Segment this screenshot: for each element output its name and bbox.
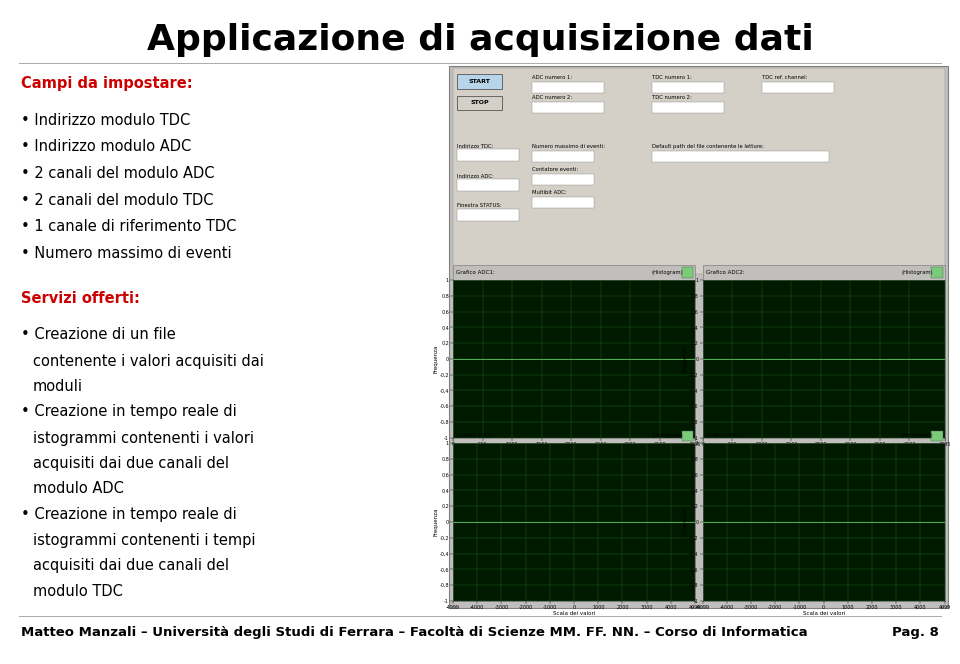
Text: • Creazione di un file: • Creazione di un file <box>21 327 176 343</box>
Text: Servizi offerti:: Servizi offerti: <box>21 291 140 306</box>
Text: • 1 canale di riferimento TDC: • 1 canale di riferimento TDC <box>21 219 236 234</box>
Text: • Numero massimo di eventi: • Numero massimo di eventi <box>21 246 231 261</box>
Text: • Creazione in tempo reale di: • Creazione in tempo reale di <box>21 404 237 420</box>
Text: Pag. 8: Pag. 8 <box>892 626 939 639</box>
Text: istogrammi contenenti i tempi: istogrammi contenenti i tempi <box>33 533 255 548</box>
Text: Grafico ADC1:: Grafico ADC1: <box>456 270 494 275</box>
Text: TDC ref. channel:: TDC ref. channel: <box>762 74 807 80</box>
Text: Grafico ADC2:: Grafico ADC2: <box>706 270 744 275</box>
Text: Matteo Manzali – Università degli Studi di Ferrara – Facoltà di Scienze MM. FF. : Matteo Manzali – Università degli Studi … <box>21 626 807 639</box>
Text: Contatore eventi:: Contatore eventi: <box>532 167 578 172</box>
Text: ADC numero 2:: ADC numero 2: <box>532 94 572 100</box>
Text: • Indirizzo modulo ADC: • Indirizzo modulo ADC <box>21 139 191 155</box>
Text: (Histogram): (Histogram) <box>901 434 933 438</box>
Text: TDC numero 2:: TDC numero 2: <box>652 94 691 100</box>
Text: Default path del file contenente le letture:: Default path del file contenente le lett… <box>652 143 764 149</box>
X-axis label: Scala dei valori: Scala dei valori <box>553 448 595 454</box>
Text: • Indirizzo modulo TDC: • Indirizzo modulo TDC <box>21 113 190 128</box>
X-axis label: Scala dei valori: Scala dei valori <box>553 612 595 616</box>
Y-axis label: Frequenza: Frequenza <box>433 345 438 373</box>
Text: • Creazione in tempo reale di: • Creazione in tempo reale di <box>21 507 237 522</box>
Y-axis label: Frequenza: Frequenza <box>433 508 438 537</box>
Text: • 2 canali del modulo ADC: • 2 canali del modulo ADC <box>21 166 215 181</box>
Text: Grafico TDC2:: Grafico TDC2: <box>706 434 744 438</box>
Text: Multibit ADC:: Multibit ADC: <box>532 190 566 195</box>
Text: moduli: moduli <box>33 379 83 394</box>
Text: ADC numero 1:: ADC numero 1: <box>532 74 572 80</box>
Text: acquisiti dai due canali del: acquisiti dai due canali del <box>33 558 228 574</box>
Y-axis label: Frequenza: Frequenza <box>683 345 687 373</box>
Text: TDC numero 1:: TDC numero 1: <box>652 74 691 80</box>
Text: modulo TDC: modulo TDC <box>33 584 123 599</box>
X-axis label: Scala dei valori: Scala dei valori <box>803 448 845 454</box>
Text: Indirizzo TDC:: Indirizzo TDC: <box>457 143 493 149</box>
Text: Indirizzo ADC:: Indirizzo ADC: <box>457 173 493 179</box>
Text: Campi da impostare:: Campi da impostare: <box>21 76 193 92</box>
Text: contenente i valori acquisiti dai: contenente i valori acquisiti dai <box>33 354 263 369</box>
Text: (Histogram): (Histogram) <box>652 434 684 438</box>
Text: modulo ADC: modulo ADC <box>33 481 124 497</box>
Text: • 2 canali del modulo TDC: • 2 canali del modulo TDC <box>21 193 214 208</box>
Text: acquisiti dai due canali del: acquisiti dai due canali del <box>33 456 228 471</box>
Y-axis label: Frequenza: Frequenza <box>683 508 687 537</box>
Text: Applicazione di acquisizione dati: Applicazione di acquisizione dati <box>147 23 813 57</box>
Text: (Histogram): (Histogram) <box>652 270 684 275</box>
Text: (Histogram): (Histogram) <box>901 270 933 275</box>
Text: START: START <box>468 79 491 84</box>
Text: Finestra STATUS:: Finestra STATUS: <box>457 203 501 208</box>
Text: STOP: STOP <box>470 100 489 106</box>
X-axis label: Scala dei valori: Scala dei valori <box>803 612 845 616</box>
Text: Grafico TDC1:: Grafico TDC1: <box>456 434 494 438</box>
Text: Numero massimo di eventi:: Numero massimo di eventi: <box>532 143 605 149</box>
Text: istogrammi contenenti i valori: istogrammi contenenti i valori <box>33 431 253 446</box>
